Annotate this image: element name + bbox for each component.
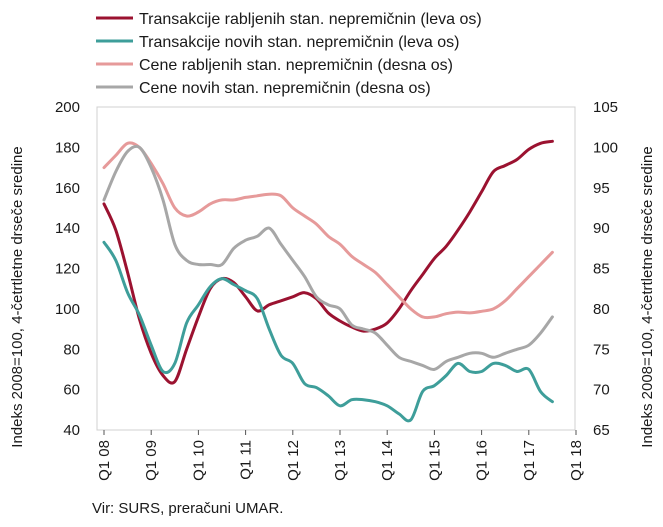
- legend-entry: Transakcije rabljenih stan. nepremičnin …: [139, 11, 482, 28]
- left-y-axis: 40 60 80 100 120 140 160 180 200: [55, 99, 80, 439]
- left-axis-title: Indeks 2008=100, 4-četrtletne drseče sre…: [9, 146, 26, 447]
- right-tick-label: 80: [593, 301, 610, 318]
- right-tick-label: 90: [593, 220, 610, 237]
- legend-entry: Cene novih stan. nepremičnin (desna os): [139, 80, 431, 97]
- x-tick-label: Q1 10: [190, 440, 207, 481]
- plot-border: [96, 106, 576, 431]
- right-tick-label: 70: [593, 382, 610, 399]
- x-tick-label: Q1 16: [474, 440, 491, 481]
- x-tick-label: Q1 09: [143, 440, 160, 481]
- left-tick-label: 120: [55, 261, 80, 278]
- x-tick-label: Q1 11: [238, 440, 255, 480]
- x-tick-label: Q1 12: [285, 440, 302, 481]
- legend-entry: Cene rabljenih stan. nepremičnin (desna …: [139, 57, 453, 74]
- series-line-3: [102, 141, 554, 320]
- x-axis: Q1 08 Q1 09 Q1 10 Q1 11 Q1 12 Q1 13 Q1 14 Q1 15…: [96, 430, 585, 481]
- source-note: Vir: SURS, preračuni UMAR.: [92, 500, 283, 517]
- right-tick-label: 75: [593, 341, 610, 358]
- x-tick-label: Q1 14: [379, 440, 396, 481]
- right-axis-title: Indeks 2008=100, 4-četrtletne drseče sre…: [639, 146, 656, 447]
- series-line-2: [102, 240, 554, 423]
- right-tick-label: 95: [593, 180, 610, 197]
- series-line-4: [102, 144, 554, 371]
- x-tick-label: Q1 15: [426, 440, 443, 481]
- right-tick-label: 65: [593, 422, 610, 439]
- legend: Transakcije rabljenih stan. nepremičnin …: [96, 11, 482, 97]
- left-tick-label: 180: [55, 139, 80, 156]
- left-tick-label: 40: [63, 422, 80, 439]
- left-tick-label: 80: [63, 341, 80, 358]
- x-tick-label: Q1 17: [521, 440, 538, 481]
- right-tick-label: 100: [593, 139, 618, 156]
- left-tick-label: 140: [55, 220, 80, 237]
- x-tick-label: Q1 18: [568, 440, 585, 481]
- left-tick-label: 60: [63, 382, 80, 399]
- left-tick-label: 100: [55, 301, 80, 318]
- x-tick-label: Q1 13: [332, 440, 349, 481]
- legend-entry: Transakcije novih stan. nepremičnin (lev…: [139, 34, 459, 51]
- right-tick-label: 105: [593, 99, 618, 116]
- right-y-axis: 65 70 75 80 85 90 95 100 105: [593, 99, 618, 439]
- left-tick-label: 200: [55, 99, 80, 116]
- series-line-1: [102, 139, 554, 385]
- right-tick-label: 85: [593, 261, 610, 278]
- x-tick-label: Q1 08: [96, 440, 113, 481]
- plot-frame: [96, 106, 576, 431]
- left-tick-label: 160: [55, 180, 80, 197]
- series-lines: [102, 139, 554, 423]
